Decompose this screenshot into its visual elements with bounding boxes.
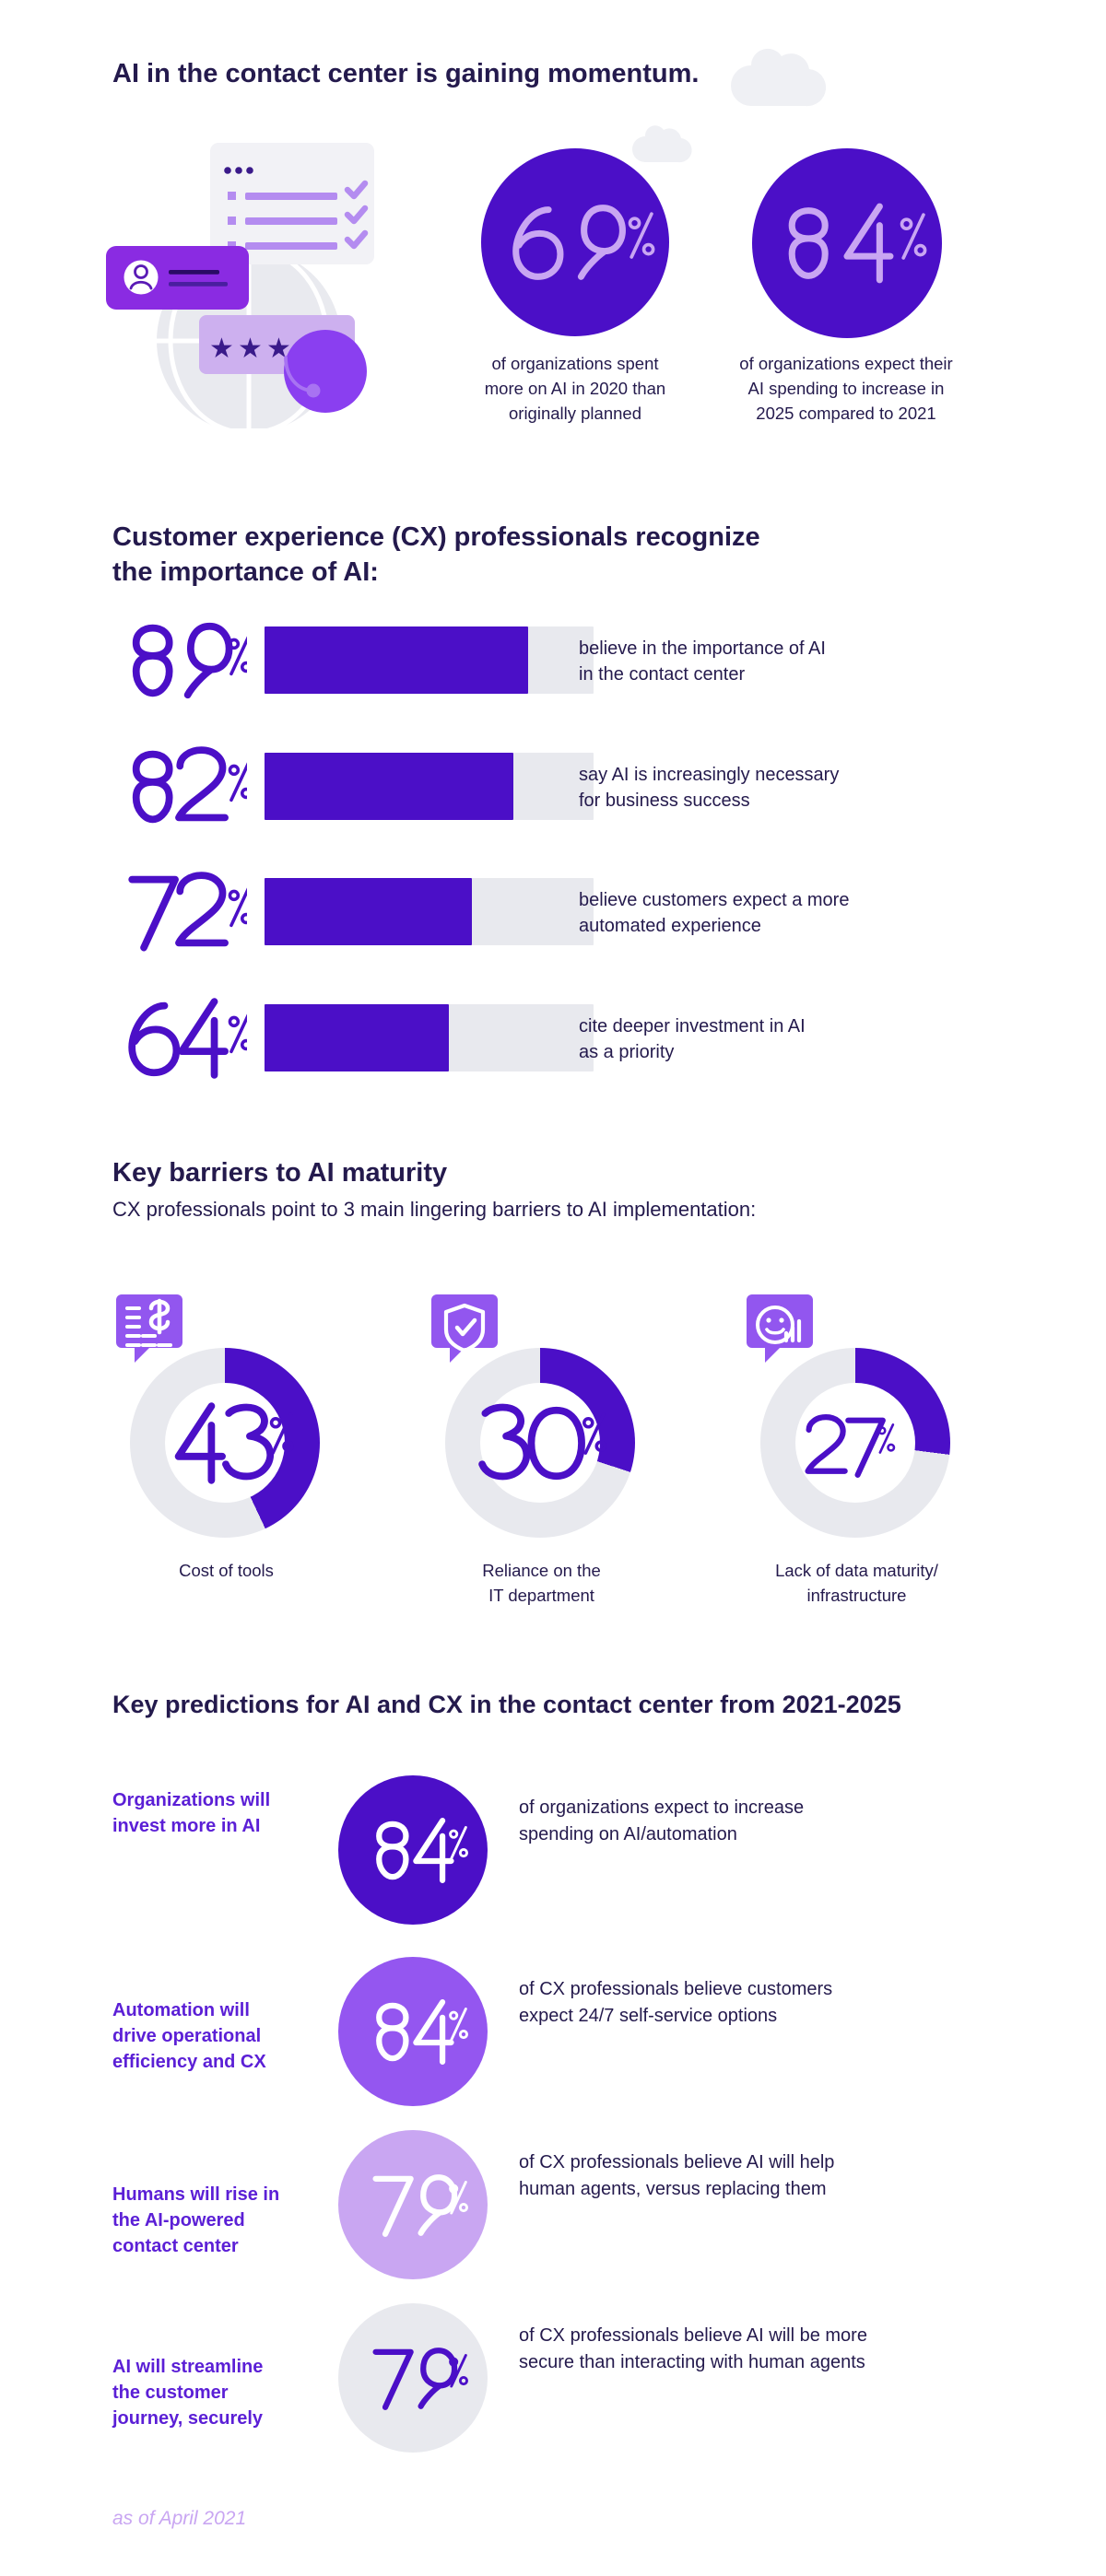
svg-text:★: ★ xyxy=(209,334,234,364)
svg-text:★: ★ xyxy=(238,334,263,364)
